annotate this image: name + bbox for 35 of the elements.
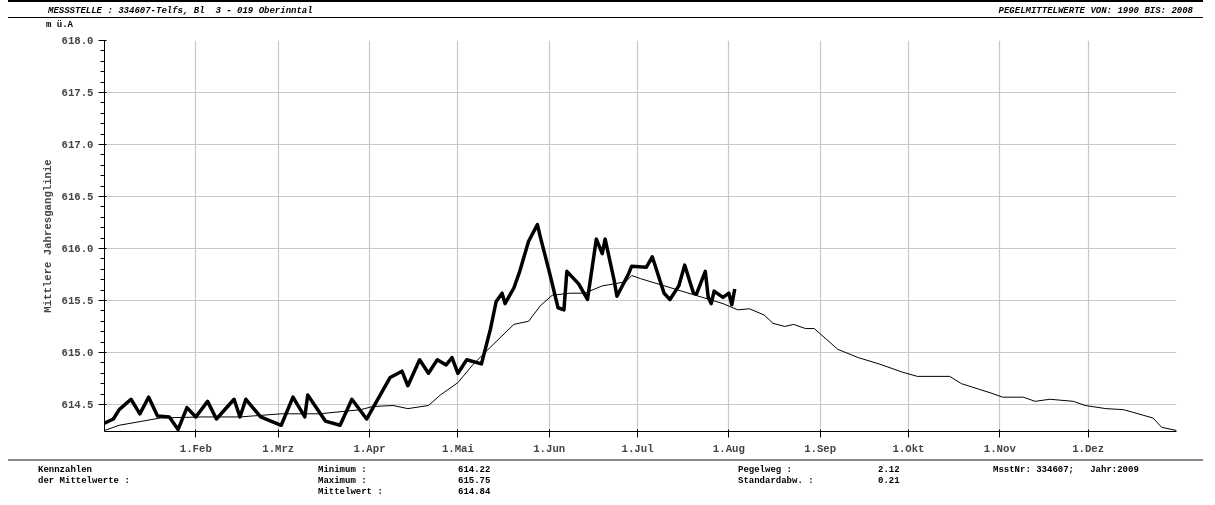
text: Mittelwert : bbox=[318, 487, 383, 498]
y-tick-label: 616.5 bbox=[61, 190, 94, 203]
x-tick-label: 1.Mai bbox=[441, 442, 474, 455]
text: Kennzahlen der Mittelwerte : bbox=[38, 465, 130, 487]
text: m ü.A bbox=[46, 19, 74, 32]
text: Standardabw. : bbox=[738, 476, 814, 487]
x-tick-label: 1.Aug bbox=[712, 442, 745, 455]
x-tick-label: 1.Sep bbox=[804, 442, 837, 455]
chart-subtitle: PEGELMITTELWERTE VON: 1990 BIS: 2008 bbox=[998, 5, 1193, 18]
x-tick-label: 1.Nov bbox=[983, 442, 1017, 455]
text: 2.12 bbox=[878, 465, 900, 476]
y-axis-title: Mittlere Jahresganglinie bbox=[41, 159, 54, 313]
x-tick-label: 1.Apr bbox=[353, 442, 386, 455]
x-tick-label: 1.Dez bbox=[1072, 442, 1105, 455]
y-tick-label: 614.5 bbox=[61, 398, 94, 411]
text: 614.84 bbox=[458, 487, 491, 498]
x-tick-label: 1.Mrz bbox=[262, 442, 295, 455]
y-tick-label: 616.0 bbox=[61, 242, 94, 255]
y-tick-label: 618.0 bbox=[61, 35, 94, 47]
x-tick-label: 1.Okt bbox=[892, 442, 925, 455]
text: Pegelweg : bbox=[738, 465, 793, 476]
x-tick-label: 1.Jul bbox=[621, 442, 654, 455]
y-tick-label: 617.5 bbox=[61, 86, 94, 99]
y-tick-label: 615.5 bbox=[61, 294, 94, 307]
y-tick-label: 617.0 bbox=[61, 138, 94, 151]
text: Minimum : bbox=[318, 465, 367, 476]
x-tick-label: 1.Feb bbox=[179, 442, 212, 455]
text: Maximum : bbox=[318, 476, 367, 487]
text: 615.75 bbox=[458, 476, 491, 487]
y-tick-label: 615.0 bbox=[61, 346, 94, 359]
text: MsstNr: 334607; Jahr:2009 bbox=[993, 465, 1139, 476]
x-tick-label: 1.Jun bbox=[533, 442, 566, 455]
text: 0.21 bbox=[878, 476, 900, 487]
chart-title: MESSSTELLE : 334607-Telfs, Bl 3 - 019 Oberinntal bbox=[48, 5, 313, 18]
text: 614.22 bbox=[458, 465, 491, 476]
